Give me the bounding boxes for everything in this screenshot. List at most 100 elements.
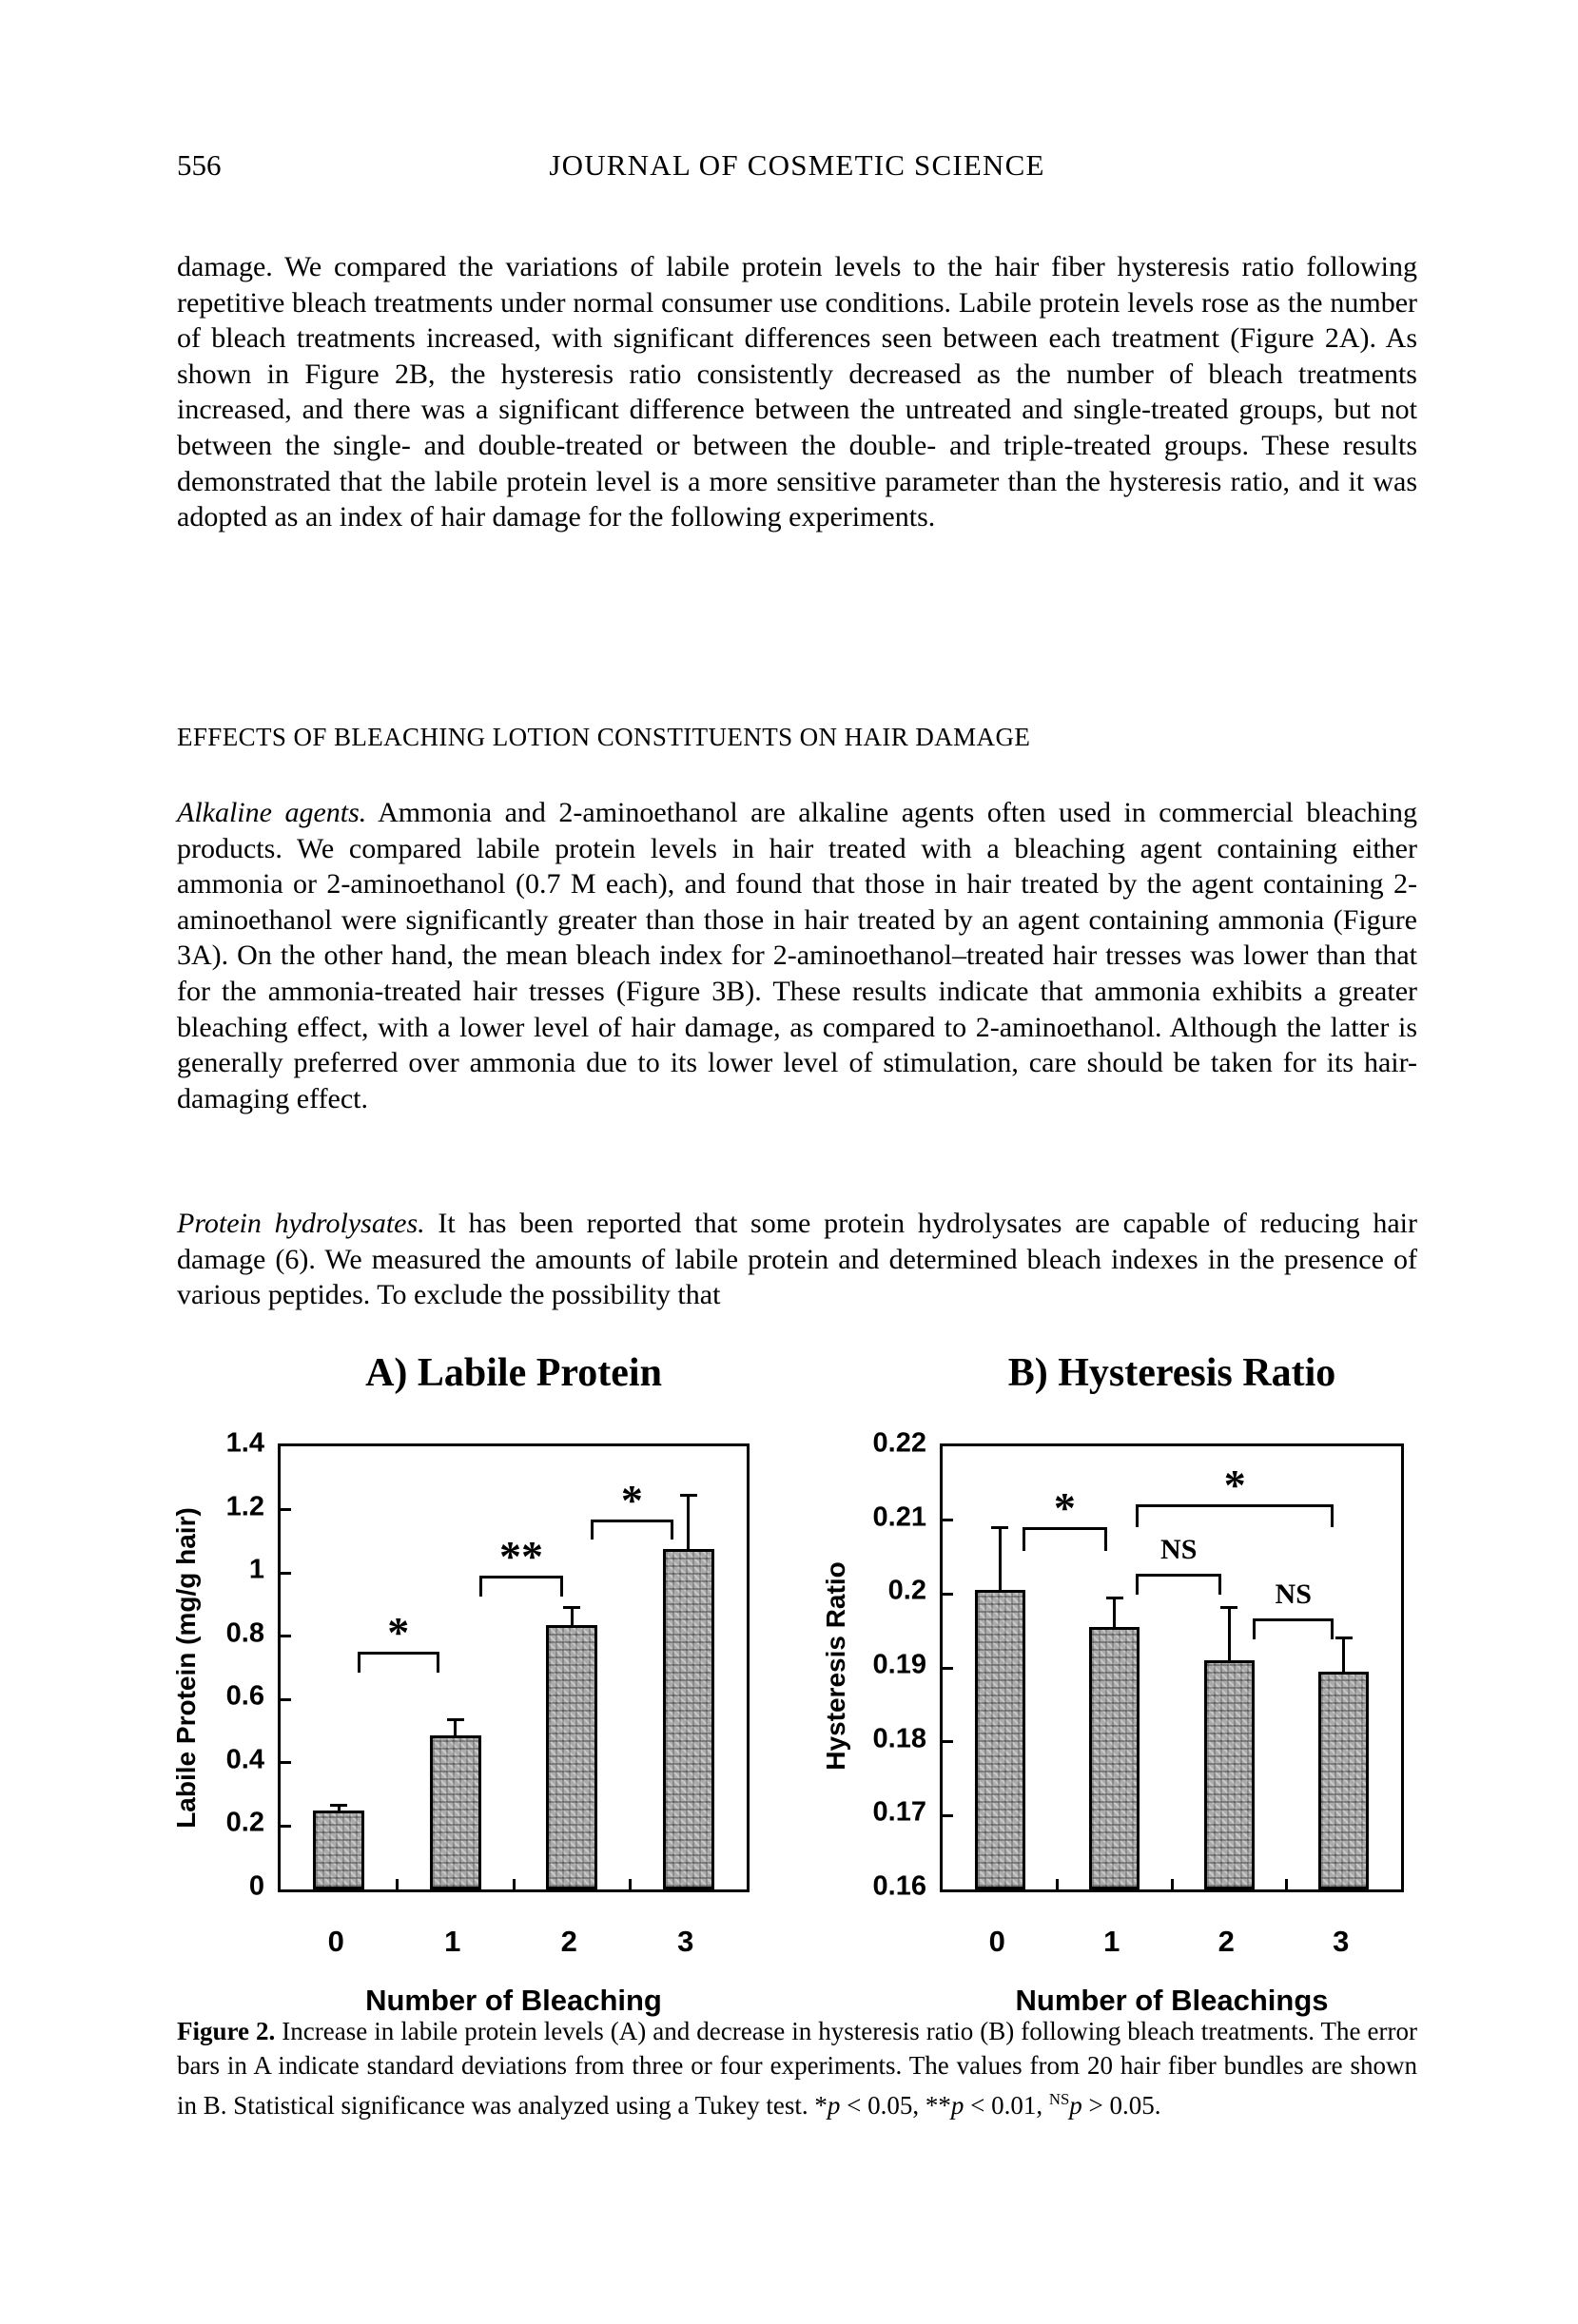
x-tick-label: 0	[327, 1925, 344, 1958]
y-axis-tick	[943, 1740, 953, 1744]
chart-a-y-tick-labels: 0 0.2 0.4 0.6 0.8 1 1.2 1.4	[162, 1428, 264, 1902]
text-segment: Figure 2.	[177, 2017, 276, 2045]
y-axis-tick	[281, 1571, 291, 1575]
y-tick-label: 0.21	[872, 1501, 926, 1533]
figure-caption: Figure 2. Increase in labile protein lev…	[177, 2014, 1417, 2122]
chart-a-plot-area: * ** *	[278, 1443, 750, 1892]
chart-a-title: A) Labile Protein	[365, 1351, 662, 1395]
significance-bracket-end	[1331, 1503, 1334, 1528]
error-bar	[1227, 1607, 1231, 1661]
significance-bracket-end	[357, 1652, 360, 1673]
y-tick-label: 0.4	[225, 1744, 264, 1775]
significance-label: NS	[1275, 1578, 1312, 1610]
significance-label: *	[1053, 1483, 1076, 1533]
error-bar	[570, 1607, 574, 1626]
data-bar	[546, 1625, 598, 1889]
text-segment: p	[1069, 2091, 1082, 2120]
text-segment: Ammonia and 2-aminoethanol are alkaline …	[177, 797, 1417, 1114]
y-axis-tick	[943, 1519, 953, 1522]
significance-bracket	[480, 1576, 562, 1579]
significance-bracket-end	[671, 1519, 674, 1540]
data-bar	[1203, 1660, 1255, 1889]
significance-bracket-end	[436, 1652, 439, 1673]
y-tick-label: 1.2	[225, 1491, 264, 1522]
y-tick-label: 0.2	[225, 1807, 264, 1838]
significance-bracket-end	[1103, 1527, 1107, 1552]
data-bar	[662, 1549, 714, 1889]
significance-bracket	[1137, 1503, 1333, 1507]
text-segment: < 0.05, **	[840, 2091, 951, 2120]
error-bar-cap	[330, 1803, 348, 1807]
error-bar-cap	[991, 1525, 1009, 1529]
significance-label: **	[498, 1532, 543, 1581]
y-tick-label: 0	[248, 1870, 264, 1902]
error-bar	[337, 1805, 341, 1811]
chart-b-x-axis-label: Number of Bleachings	[1015, 1984, 1329, 2017]
significance-label: *	[387, 1608, 410, 1657]
error-bar-cap	[1105, 1596, 1123, 1599]
paragraph-protein-hydrolysates: Protein hydrolysates. It has been report…	[177, 1206, 1417, 1313]
data-bar	[974, 1590, 1025, 1889]
y-axis-tick	[281, 1761, 291, 1765]
error-bar-cap	[446, 1717, 464, 1721]
y-tick-label: 1	[248, 1554, 264, 1585]
data-bar	[429, 1734, 481, 1889]
x-tick-label: 2	[560, 1925, 577, 1958]
y-tick-label: 0.18	[872, 1723, 926, 1754]
text-segment: damage. We compared the variations of la…	[177, 251, 1417, 533]
x-axis-tick	[512, 1879, 516, 1889]
running-title: JOURNAL OF COSMETIC SCIENCE	[549, 148, 1045, 182]
text-segment: Alkaline agents.	[177, 797, 367, 828]
error-bar	[998, 1527, 1002, 1591]
text-segment: p	[827, 2091, 841, 2120]
x-tick-label: 2	[1218, 1925, 1235, 1958]
text-segment: > 0.05.	[1081, 2091, 1161, 2120]
y-axis-tick	[281, 1635, 291, 1638]
significance-label: *	[1223, 1460, 1246, 1509]
significance-bracket-end	[1218, 1574, 1222, 1596]
significance-bracket-end	[1253, 1617, 1257, 1639]
y-axis-tick	[943, 1592, 953, 1596]
error-bar	[687, 1495, 691, 1550]
chart-b-y-tick-labels: 0.16 0.17 0.18 0.19 0.2 0.21 0.22	[824, 1428, 926, 1902]
text-segment: p	[950, 2091, 964, 2120]
x-tick-label: 3	[1333, 1925, 1350, 1958]
error-bar	[454, 1719, 458, 1735]
error-bar	[1342, 1637, 1346, 1672]
section-heading: EFFECTS OF BLEACHING LOTION CONSTITUENTS…	[177, 723, 1031, 751]
significance-bracket	[1254, 1617, 1333, 1621]
y-tick-label: 0.2	[887, 1575, 926, 1606]
data-bar	[1318, 1671, 1370, 1889]
x-tick-label: 3	[677, 1925, 694, 1958]
significance-bracket-end	[479, 1576, 483, 1598]
significance-bracket-end	[1023, 1527, 1026, 1552]
x-axis-tick	[1056, 1879, 1059, 1889]
x-tick-label: 1	[444, 1925, 461, 1958]
text-segment: Protein hydrolysates.	[177, 1208, 425, 1239]
chart-a-x-tick-labels: 0 1 2 3	[278, 1925, 750, 1965]
y-tick-label: 0.17	[872, 1796, 926, 1828]
x-axis-tick	[1170, 1879, 1174, 1889]
significance-bracket-end	[1136, 1574, 1140, 1596]
error-bar	[1113, 1598, 1117, 1628]
page-number: 556	[177, 148, 222, 182]
y-axis-tick	[281, 1508, 291, 1512]
significance-bracket	[359, 1652, 438, 1656]
x-axis-tick	[629, 1879, 632, 1889]
chart-b-title: B) Hysteresis Ratio	[1007, 1351, 1336, 1395]
error-bar-cap	[679, 1494, 697, 1498]
x-tick-label: 1	[1103, 1925, 1120, 1958]
data-bar	[313, 1810, 365, 1889]
y-tick-label: 0.22	[872, 1427, 926, 1459]
x-tick-label: 0	[988, 1925, 1005, 1958]
text-segment: NS	[1048, 2090, 1070, 2108]
paragraph-bleach-hysteresis-results: damage. We compared the variations of la…	[177, 249, 1417, 535]
y-axis-tick	[281, 1697, 291, 1701]
chart-a-x-axis-label: Number of Bleaching	[365, 1984, 662, 2017]
text-segment: It has been reported that some protein h…	[177, 1208, 1418, 1311]
significance-bracket-end	[590, 1519, 594, 1540]
page-header: 556 JOURNAL OF COSMETIC SCIENCE	[177, 148, 1417, 186]
y-tick-label: 0.6	[225, 1680, 264, 1712]
significance-bracket	[1137, 1574, 1220, 1578]
